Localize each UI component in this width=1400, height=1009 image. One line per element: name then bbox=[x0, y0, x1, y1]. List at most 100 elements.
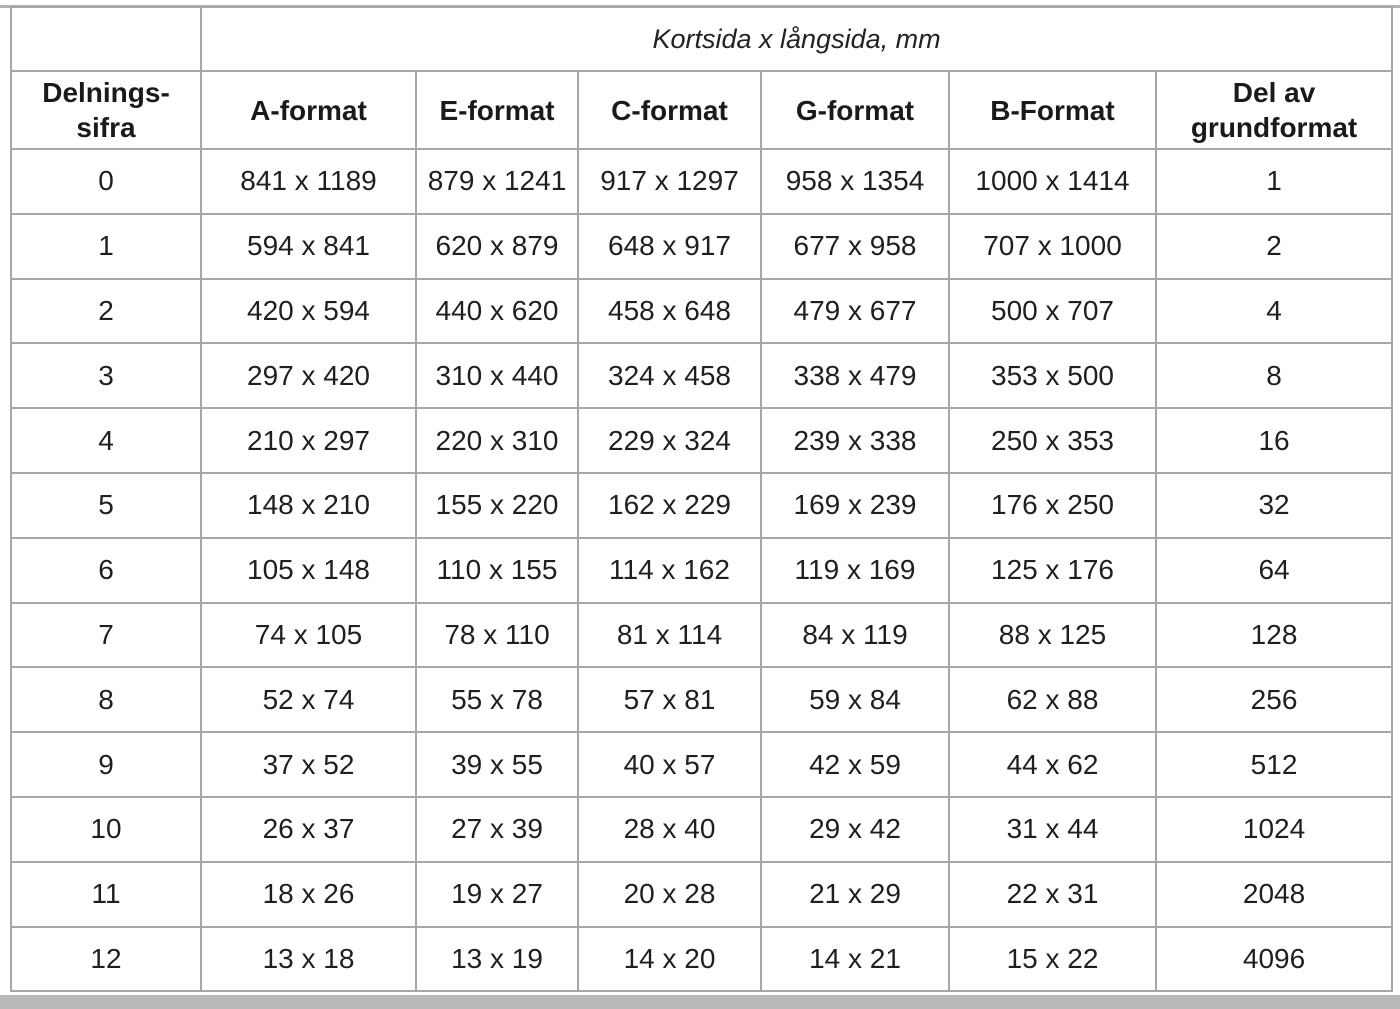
table-row: 8 52 x 74 55 x 78 57 x 81 59 x 84 62 x 88 256 bbox=[10, 666, 1394, 734]
table-cell: 42 x 59 bbox=[760, 731, 950, 798]
table-cell: 229 x 324 bbox=[577, 407, 762, 474]
table-cell: 20 x 28 bbox=[577, 860, 762, 928]
table-cell: 479 x 677 bbox=[760, 277, 950, 345]
table-cell: 500 x 707 bbox=[948, 277, 1157, 345]
table-row: 3 297 x 420 310 x 440 324 x 458 338 x 479 353… bbox=[10, 342, 1394, 410]
table-row: 2 420 x 594 440 x 620 458 x 648 479 x 677 500… bbox=[10, 277, 1394, 345]
table-row: 4 210 x 297 220 x 310 229 x 324 239 x 338 250… bbox=[10, 407, 1394, 474]
table-cell: 125 x 176 bbox=[948, 536, 1157, 604]
corner-cell bbox=[10, 6, 202, 72]
table-cell: 176 x 250 bbox=[948, 471, 1157, 539]
table-cell: 62 x 88 bbox=[948, 666, 1157, 734]
row-header-cell: 11 bbox=[10, 860, 202, 928]
row-header-cell: 2 bbox=[10, 277, 202, 345]
table-cell: 64 bbox=[1154, 536, 1394, 604]
table-cell: 879 x 1241 bbox=[415, 148, 579, 215]
table-cell: 52 x 74 bbox=[200, 666, 417, 734]
table-cell: 81 x 114 bbox=[577, 601, 762, 669]
table-cell: 958 x 1354 bbox=[760, 148, 950, 215]
row-header-cell: 7 bbox=[10, 601, 202, 669]
table-cell: 239 x 338 bbox=[760, 407, 950, 474]
table-cell: 114 x 162 bbox=[577, 536, 762, 604]
table-cell: 310 x 440 bbox=[415, 342, 579, 410]
table-cell: 15 x 22 bbox=[948, 925, 1157, 993]
table-cell: 512 bbox=[1154, 731, 1394, 798]
column-header: Delnings- sifra bbox=[10, 70, 202, 150]
table-cell: 13 x 18 bbox=[200, 925, 417, 993]
table-cell: 110 x 155 bbox=[415, 536, 579, 604]
column-header: C-format bbox=[577, 70, 762, 150]
table-cell: 8 bbox=[1154, 342, 1394, 410]
table-cell: 16 bbox=[1154, 407, 1394, 474]
table-cell: 210 x 297 bbox=[200, 407, 417, 474]
span-header-row: Kortsida x långsida, mm bbox=[10, 6, 1394, 72]
table-cell: 13 x 19 bbox=[415, 925, 579, 993]
table-cell: 220 x 310 bbox=[415, 407, 579, 474]
table-cell: 21 x 29 bbox=[760, 860, 950, 928]
table-cell: 250 x 353 bbox=[948, 407, 1157, 474]
table-cell: 594 x 841 bbox=[200, 212, 417, 280]
table-row: 7 74 x 105 78 x 110 81 x 114 84 x 119 88 x 12… bbox=[10, 601, 1394, 669]
table-cell: 148 x 210 bbox=[200, 471, 417, 539]
table-cell: 26 x 37 bbox=[200, 795, 417, 863]
column-header: B-Format bbox=[948, 70, 1157, 150]
row-header-cell: 3 bbox=[10, 342, 202, 410]
table-cell: 105 x 148 bbox=[200, 536, 417, 604]
table-cell: 1024 bbox=[1154, 795, 1394, 863]
table-cell: 2 bbox=[1154, 212, 1394, 280]
column-header-row: Delnings- sifra A-format E-format C-format G… bbox=[10, 70, 1394, 150]
table-cell: 841 x 1189 bbox=[200, 148, 417, 215]
table-cell: 297 x 420 bbox=[200, 342, 417, 410]
table-cell: 27 x 39 bbox=[415, 795, 579, 863]
table-cell: 78 x 110 bbox=[415, 601, 579, 669]
column-header: E-format bbox=[415, 70, 579, 150]
table-cell: 4 bbox=[1154, 277, 1394, 345]
table-row: 12 13 x 18 13 x 19 14 x 20 14 x 21 15 x 22 409… bbox=[10, 925, 1394, 993]
table-cell: 31 x 44 bbox=[948, 795, 1157, 863]
bottom-border-rule bbox=[0, 995, 1400, 1009]
table-cell: 353 x 500 bbox=[948, 342, 1157, 410]
row-header-cell: 0 bbox=[10, 148, 202, 215]
table-cell: 1 bbox=[1154, 148, 1394, 215]
table-cell: 4096 bbox=[1154, 925, 1394, 993]
table-cell: 620 x 879 bbox=[415, 212, 579, 280]
table-cell: 37 x 52 bbox=[200, 731, 417, 798]
table-row: 9 37 x 52 39 x 55 40 x 57 42 x 59 44 x 62 512 bbox=[10, 731, 1394, 798]
row-header-cell: 4 bbox=[10, 407, 202, 474]
table-row: 11 18 x 26 19 x 27 20 x 28 21 x 29 22 x 31 204… bbox=[10, 860, 1394, 928]
table-row: 5 148 x 210 155 x 220 162 x 229 169 x 239 176… bbox=[10, 471, 1394, 539]
table-cell: 648 x 917 bbox=[577, 212, 762, 280]
table-cell: 677 x 958 bbox=[760, 212, 950, 280]
table-cell: 28 x 40 bbox=[577, 795, 762, 863]
row-header-cell: 8 bbox=[10, 666, 202, 734]
table-cell: 440 x 620 bbox=[415, 277, 579, 345]
table-cell: 917 x 1297 bbox=[577, 148, 762, 215]
table-cell: 1000 x 1414 bbox=[948, 148, 1157, 215]
table-cell: 707 x 1000 bbox=[948, 212, 1157, 280]
table-cell: 420 x 594 bbox=[200, 277, 417, 345]
table-cell: 29 x 42 bbox=[760, 795, 950, 863]
row-header-cell: 10 bbox=[10, 795, 202, 863]
span-header-cell: Kortsida x långsida, mm bbox=[199, 6, 1394, 72]
column-header: A-format bbox=[200, 70, 417, 150]
column-header: Del av grundformat bbox=[1154, 70, 1394, 150]
table-cell: 2048 bbox=[1154, 860, 1394, 928]
paper-format-table: Kortsida x långsida, mm Delnings- sifra A… bbox=[10, 6, 1394, 993]
table-cell: 74 x 105 bbox=[200, 601, 417, 669]
row-header-cell: 5 bbox=[10, 471, 202, 539]
table-cell: 18 x 26 bbox=[200, 860, 417, 928]
table-cell: 14 x 20 bbox=[577, 925, 762, 993]
table-cell: 88 x 125 bbox=[948, 601, 1157, 669]
table-cell: 59 x 84 bbox=[760, 666, 950, 734]
table-cell: 22 x 31 bbox=[948, 860, 1157, 928]
table-cell: 155 x 220 bbox=[415, 471, 579, 539]
table-cell: 19 x 27 bbox=[415, 860, 579, 928]
table-row: 0 841 x 1189 879 x 1241 917 x 1297 958 x 135… bbox=[10, 148, 1394, 215]
row-header-cell: 6 bbox=[10, 536, 202, 604]
column-header: G-format bbox=[760, 70, 950, 150]
table-row: 1 594 x 841 620 x 879 648 x 917 677 x 958 707… bbox=[10, 212, 1394, 280]
table-cell: 324 x 458 bbox=[577, 342, 762, 410]
table-body: 0 841 x 1189 879 x 1241 917 x 1297 958 x 135… bbox=[10, 148, 1394, 993]
table-cell: 40 x 57 bbox=[577, 731, 762, 798]
table-cell: 119 x 169 bbox=[760, 536, 950, 604]
